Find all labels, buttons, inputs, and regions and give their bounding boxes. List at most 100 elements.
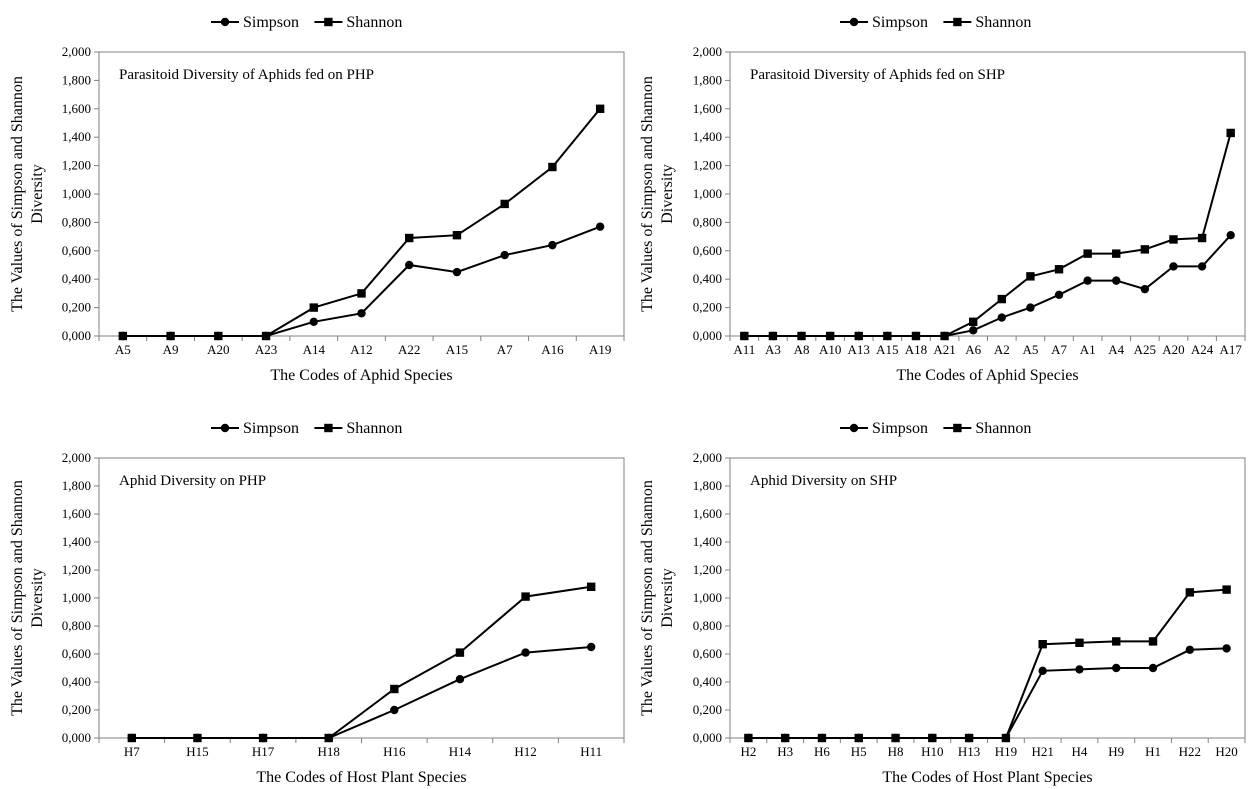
data-point-shannon [883, 331, 892, 341]
plot-frame [98, 457, 625, 739]
data-point-shannon [940, 331, 949, 341]
y-tick-label: 0,200 [693, 300, 722, 315]
y-tick-label: 1,200 [62, 562, 91, 577]
x-tick-label: A4 [1108, 342, 1124, 357]
data-point-simpson [1112, 276, 1121, 285]
y-tick-label: 2,000 [693, 450, 722, 465]
x-tick-label: A22 [398, 342, 420, 357]
data-point-shannon [1026, 272, 1035, 281]
data-point-simpson [968, 326, 978, 335]
y-tick-label: 1,400 [693, 534, 722, 549]
data-point-shannon [928, 733, 937, 743]
data-point-simpson [405, 260, 414, 270]
data-point-simpson [1026, 303, 1035, 312]
x-axis-title: The Codes of Host Plant Species [882, 769, 1092, 786]
x-tick-label: A23 [255, 342, 277, 357]
plot-frame [729, 51, 1246, 337]
y-tick-label: 1,200 [693, 158, 722, 173]
data-point-shannon [118, 331, 128, 341]
data-point-shannon [1197, 233, 1207, 243]
chart-title: Aphid Diversity on SHP [750, 473, 897, 489]
data-point-simpson [1222, 644, 1231, 653]
x-tick-label: H13 [958, 744, 980, 759]
series-line-simpson [744, 234, 1232, 337]
y-tick-label: 1,800 [693, 72, 722, 87]
y-tick-label: 0,600 [693, 243, 722, 258]
x-tick-label: A17 [1219, 342, 1242, 357]
y-tick-label: 1,000 [693, 186, 722, 201]
x-tick-label: H5 [851, 744, 867, 759]
x-tick-label: A16 [541, 342, 564, 357]
series-line-simpson [122, 225, 601, 337]
data-point-shannon [1226, 128, 1235, 138]
legend: Simpson Shannon [211, 420, 402, 437]
x-tick-label: H19 [995, 744, 1017, 759]
x-tick-label: H22 [1179, 744, 1201, 759]
x-tick-label: H1 [1145, 744, 1161, 759]
y-tick-label: 0,200 [693, 702, 722, 717]
x-tick-label: H21 [1031, 744, 1053, 759]
y-axis-title-line-2: Diversity [659, 568, 676, 628]
data-point-shannon [1054, 265, 1064, 274]
legend-label: Shannon [975, 420, 1031, 437]
y-tick-label: 0,600 [62, 243, 91, 258]
data-point-simpson [1112, 663, 1121, 673]
data-point-simpson [1197, 262, 1207, 271]
legend-label: Simpson [243, 420, 299, 437]
legend-marker-circle [849, 423, 859, 433]
x-tick-label: A1 [1080, 342, 1096, 357]
data-point-shannon [127, 733, 137, 743]
data-point-simpson [455, 675, 465, 684]
y-tick-label: 1,400 [693, 129, 722, 144]
data-point-shannon [586, 582, 596, 591]
y-axis-title-line-2: Diversity [29, 164, 46, 224]
data-point-shannon [261, 331, 271, 341]
data-point-simpson [1038, 666, 1047, 675]
y-tick-label: 0,800 [693, 214, 722, 229]
x-tick-label: H17 [252, 744, 275, 759]
x-tick-label: A25 [1134, 342, 1156, 357]
data-point-shannon [1001, 733, 1011, 743]
y-tick-label: 1,000 [693, 590, 722, 605]
data-point-simpson [309, 317, 318, 326]
data-point-shannon [740, 331, 749, 341]
y-tick-label: 1,600 [693, 101, 722, 116]
x-tick-label: A14 [303, 342, 326, 357]
data-point-simpson [586, 642, 596, 652]
x-tick-label: H8 [888, 744, 904, 759]
y-tick-label: 0,400 [693, 674, 722, 689]
y-tick-label: 2,000 [693, 44, 722, 59]
data-point-shannon [891, 733, 900, 743]
chart-panel: 0,000 0,200 0,400 0,600 0,800 1,000 1,200 1,400… [639, 420, 1246, 786]
y-tick-label: 1,600 [62, 506, 91, 521]
x-tick-label: A5 [1022, 342, 1038, 357]
legend-marker-square [953, 423, 962, 433]
data-point-shannon [1169, 235, 1178, 244]
y-tick-label: 0,000 [62, 328, 91, 343]
x-tick-label: A20 [207, 342, 229, 357]
y-axis-title-line-2: Diversity [659, 164, 676, 224]
x-tick-label: H11 [580, 744, 602, 759]
y-tick-label: 1,600 [693, 506, 722, 521]
data-point-shannon [1148, 637, 1158, 646]
y-tick-label: 0,000 [693, 328, 722, 343]
legend-label: Shannon [346, 420, 402, 437]
data-point-shannon [768, 331, 778, 341]
series-line-simpson [748, 647, 1227, 739]
x-tick-label: A7 [497, 342, 513, 357]
x-tick-label: A7 [1051, 342, 1067, 357]
data-point-shannon [1140, 245, 1150, 254]
chart-title: Parasitoid Diversity of Aphids fed on SH… [750, 67, 1005, 83]
y-axis-title: The Values of Simpson and Shannon [639, 76, 656, 312]
data-point-shannon [309, 303, 318, 312]
data-point-shannon [1222, 585, 1231, 594]
legend-marker-circle [220, 423, 230, 433]
y-tick-label: 0,600 [62, 646, 91, 661]
data-point-shannon [744, 733, 753, 743]
legend-label: Simpson [872, 420, 928, 437]
data-point-shannon [1112, 637, 1121, 646]
data-point-shannon [166, 331, 175, 341]
data-point-simpson [452, 267, 462, 277]
data-point-simpson [1075, 665, 1084, 674]
x-tick-label: A15 [876, 342, 898, 357]
